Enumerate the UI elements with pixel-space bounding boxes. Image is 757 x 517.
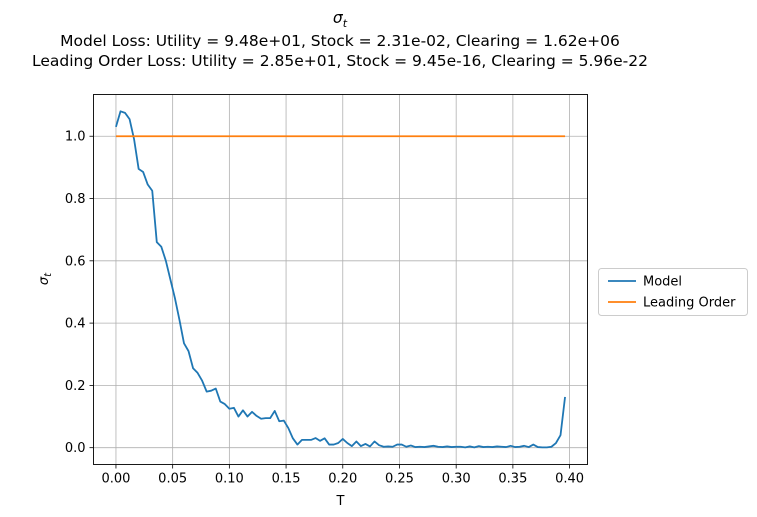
grid (93, 94, 588, 465)
legend-label-model: Model (643, 275, 682, 290)
y-axis-label: σt (37, 272, 54, 285)
chart-subtitle-1: Model Loss: Utility = 9.48e+01, Stock = … (60, 32, 620, 50)
series-line-model (115, 110, 566, 449)
chart-title: σt (333, 9, 348, 30)
y-tick-label: 0.4 (65, 317, 86, 332)
series-layer (115, 110, 566, 449)
x-axis-ticks: 0.00 0.05 0.10 0.15 0.20 0.25 0.30 0.35 0.40 (101, 464, 584, 487)
x-tick-label: 0.25 (385, 472, 414, 487)
y-axis-ticks: 0.0 0.2 0.4 0.6 0.8 1.0 (65, 130, 94, 456)
x-tick-label: 0.35 (498, 472, 527, 487)
y-tick-label: 1.0 (65, 130, 86, 145)
x-tick-label: 0.40 (555, 472, 584, 487)
legend: Model Leading Order (598, 268, 748, 316)
plot-frame (93, 94, 588, 465)
x-tick-label: 0.20 (328, 472, 357, 487)
y-tick-label: 0.0 (65, 441, 86, 456)
x-tick-label: 0.15 (272, 472, 301, 487)
x-tick-label: 0.05 (158, 472, 187, 487)
x-axis-label: T (336, 494, 345, 509)
y-tick-label: 0.2 (65, 379, 86, 394)
chart-subtitle-2: Leading Order Loss: Utility = 2.85e+01, … (32, 52, 648, 70)
y-tick-label: 0.8 (65, 192, 86, 207)
legend-label-leading-order: Leading Order (643, 296, 736, 311)
x-tick-label: 0.10 (215, 472, 244, 487)
x-tick-label: 0.00 (101, 472, 130, 487)
x-tick-label: 0.30 (442, 472, 471, 487)
y-tick-label: 0.6 (65, 254, 86, 269)
